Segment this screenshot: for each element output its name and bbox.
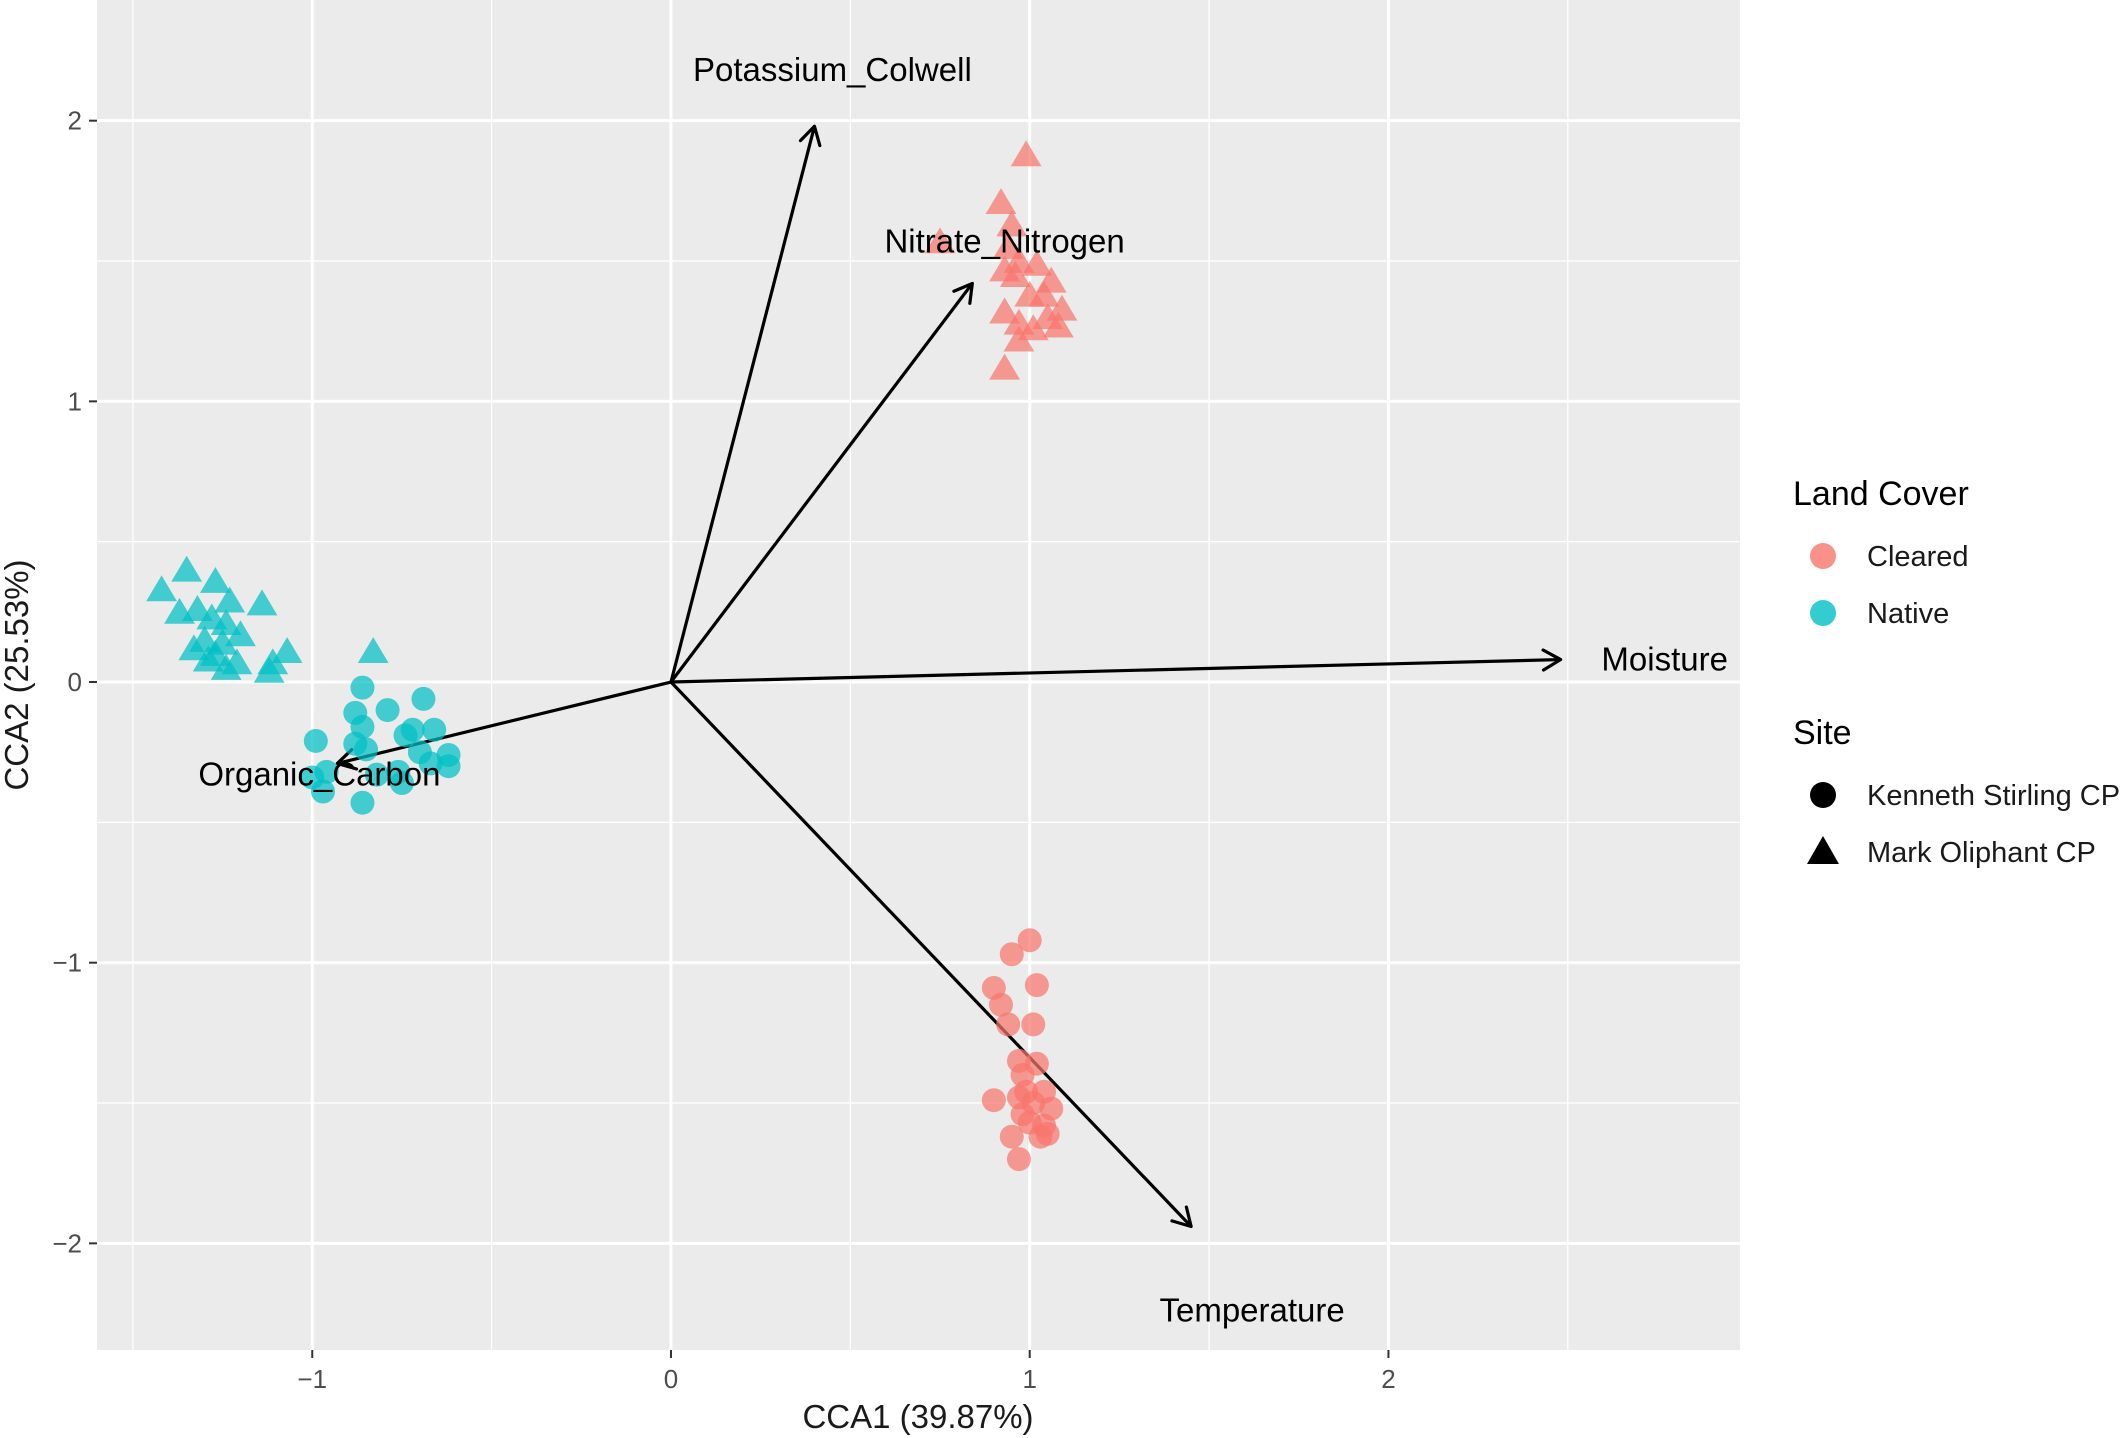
vector-organic-carbon — [336, 680, 672, 765]
point-cleared-circle-5 — [996, 1012, 1021, 1037]
point-cleared-circle-21 — [1028, 1124, 1053, 1149]
point-native-triangle-2 — [199, 566, 231, 593]
point-cleared-triangle-12 — [1046, 294, 1078, 321]
vector-label-moisture: Moisture — [1601, 641, 1728, 678]
point-cleared-triangle-5 — [1003, 247, 1035, 273]
point-native-triangle-14 — [192, 645, 224, 672]
point-native-triangle-3 — [182, 595, 213, 621]
legend-key-mark-oliphant — [1807, 836, 1839, 864]
point-native-circle-13 — [418, 751, 443, 776]
legend-title-site: Site — [1793, 714, 1852, 752]
point-cleared-triangle-0 — [1010, 140, 1042, 167]
y-axis-ticks: −2 −1 0 1 2 — [52, 106, 97, 1258]
point-native-triangle-16 — [271, 637, 303, 664]
vector-nitrate-nitrogen — [669, 282, 974, 683]
point-native-circle-8 — [303, 728, 328, 753]
point-native-circle-10 — [354, 737, 379, 762]
legend-key-native — [1810, 600, 1836, 626]
data-points — [146, 140, 1078, 1172]
point-native-triangle-7 — [210, 609, 242, 635]
point-cleared-triangle-8 — [999, 261, 1031, 287]
vector-label-temperature: Temperature — [1159, 1292, 1344, 1329]
point-native-circle-19 — [389, 771, 414, 796]
point-native-triangle-4 — [214, 586, 246, 613]
point-native-circle-3 — [375, 698, 400, 723]
grid-minor — [97, 0, 1740, 1385]
x-axis-ticks: −1 0 1 2 — [297, 1350, 1396, 1394]
legend-title-land-cover: Land Cover — [1793, 475, 1969, 513]
point-native-circle-17 — [364, 762, 389, 787]
legend-label-mark-oliphant: Mark Oliphant CP — [1867, 837, 2096, 869]
point-cleared-circle-0 — [1017, 928, 1042, 953]
point-cleared-triangle-13 — [989, 297, 1020, 324]
point-cleared-triangle-19 — [989, 353, 1020, 380]
point-native-circle-5 — [422, 717, 447, 742]
point-cleared-circle-22 — [1006, 1147, 1031, 1172]
point-cleared-circle-6 — [1021, 1012, 1046, 1037]
vector-arrowhead-potassium-colwell — [798, 124, 822, 148]
point-native-triangle-19 — [253, 656, 285, 683]
point-native-triangle-1 — [146, 575, 177, 602]
vector-arrowhead-temperature — [1170, 1205, 1193, 1229]
x-tick-label-2: 1 — [1022, 1364, 1036, 1394]
point-cleared-triangle-11 — [1028, 280, 1060, 307]
point-native-circle-20 — [311, 779, 336, 804]
vector-label-organic-carbon: Organic_Carbon — [198, 756, 440, 793]
y-tick-label-2: 0 — [68, 667, 82, 697]
point-cleared-triangle-4 — [924, 227, 956, 254]
point-native-circle-0 — [350, 675, 375, 700]
vector-arrowhead-organic-carbon — [335, 747, 359, 771]
point-cleared-triangle-16 — [1043, 311, 1074, 338]
point-cleared-triangle-7 — [1021, 249, 1053, 276]
vector-potassium-colwell — [669, 125, 817, 683]
point-native-triangle-9 — [225, 620, 256, 647]
environmental-vectors — [335, 124, 1563, 1229]
legend-label-kenneth-stirling: Kenneth Stirling CP — [1867, 780, 2120, 812]
vector-label-potassium-colwell: Potassium_Colwell — [693, 51, 972, 88]
point-native-circle-6 — [393, 723, 418, 748]
point-native-triangle-0 — [171, 555, 203, 582]
grid-major — [97, 0, 1740, 1350]
x-tick-label-3: 2 — [1381, 1364, 1395, 1394]
legend-key-kenneth-stirling — [1810, 782, 1836, 808]
point-cleared-triangle-17 — [1017, 314, 1049, 341]
y-tick-label-4: 2 — [68, 106, 82, 136]
legend: Land Cover Cleared Native Site Kenneth S… — [1793, 475, 2120, 869]
point-native-triangle-20 — [357, 637, 389, 664]
point-cleared-triangle-1 — [985, 188, 1017, 214]
point-native-triangle-5 — [246, 589, 278, 616]
vector-labels: Potassium_Colwell Nitrate_Nitrogen Moistur… — [198, 51, 1728, 1329]
point-native-triangle-8 — [164, 597, 195, 624]
y-axis-title: CCA2 (25.53%) — [0, 559, 35, 790]
legend-label-native: Native — [1867, 598, 1949, 630]
legend-key-cleared — [1810, 543, 1836, 569]
point-cleared-circle-4 — [989, 992, 1014, 1017]
point-native-circle-14 — [436, 754, 461, 779]
point-cleared-circle-2 — [1024, 973, 1049, 998]
x-axis-title: CCA1 (39.87%) — [802, 1398, 1033, 1435]
point-cleared-triangle-2 — [996, 210, 1028, 237]
y-tick-label-3: 1 — [68, 386, 82, 416]
vector-arrowhead-nitrate-nitrogen — [952, 281, 974, 305]
vector-label-nitrate-nitrogen: Nitrate_Nitrogen — [884, 222, 1124, 259]
legend-label-cleared: Cleared — [1867, 541, 1969, 573]
point-native-circle-21 — [350, 790, 375, 815]
y-tick-label-0: −2 — [52, 1228, 82, 1258]
point-cleared-circle-1 — [999, 942, 1024, 967]
vector-arrowhead-moisture — [1541, 648, 1563, 672]
point-cleared-circle-13 — [981, 1088, 1006, 1113]
vector-temperature — [669, 680, 1193, 1228]
point-native-circle-1 — [411, 686, 436, 711]
vector-moisture — [670, 657, 1561, 684]
point-native-triangle-18 — [210, 653, 242, 680]
point-cleared-triangle-18 — [1003, 325, 1035, 352]
point-cleared-circle-20 — [999, 1124, 1024, 1149]
x-tick-label-1: 0 — [664, 1364, 678, 1394]
x-tick-label-0: −1 — [297, 1364, 327, 1394]
y-tick-label-1: −1 — [52, 948, 82, 978]
point-native-triangle-12 — [178, 634, 210, 661]
